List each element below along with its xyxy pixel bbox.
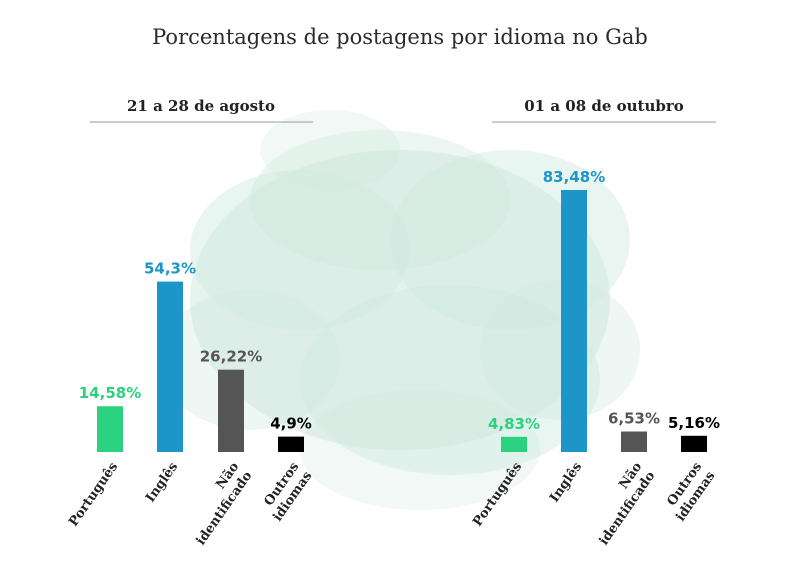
category-label: Português xyxy=(66,460,121,530)
value-label: 54,3% xyxy=(144,260,196,278)
bar-português xyxy=(501,436,527,452)
bar-inglês xyxy=(157,281,183,452)
splash-blob xyxy=(300,285,600,475)
value-label: 83,48% xyxy=(543,168,605,186)
chart-title: Porcentagens de postagens por idioma no … xyxy=(152,25,648,49)
splash-blob xyxy=(190,150,610,450)
panel-title: 21 a 28 de agosto xyxy=(127,97,275,115)
splash-blob xyxy=(260,110,400,190)
bar-não-identificado xyxy=(218,369,244,452)
category-label-line: Inglês xyxy=(143,460,181,506)
category-label-line: Inglês xyxy=(547,460,585,506)
bar-português xyxy=(97,406,123,452)
category-label: Outrosidiomas xyxy=(660,460,718,525)
background-splash xyxy=(160,110,640,510)
splash-blob xyxy=(160,290,340,430)
value-label: 26,22% xyxy=(200,348,262,366)
splash-blob xyxy=(250,130,510,270)
bar-inglês xyxy=(561,190,587,452)
splash-blob xyxy=(480,280,640,420)
category-label: Nãoidentificado xyxy=(584,459,659,548)
bar-outros-idiomas xyxy=(278,436,304,452)
category-label: Inglês xyxy=(143,460,181,506)
value-label: 4,83% xyxy=(488,415,540,433)
value-label: 4,9% xyxy=(270,415,312,433)
bar-outros-idiomas xyxy=(681,435,707,452)
category-label-line: Português xyxy=(66,460,121,530)
value-label: 6,53% xyxy=(608,410,660,428)
splash-blob xyxy=(300,390,540,510)
value-label: 14,58% xyxy=(79,384,141,402)
bar-não-identificado xyxy=(621,431,647,452)
category-label: Inglês xyxy=(547,460,585,506)
panel-title: 01 a 08 de outubro xyxy=(524,97,684,115)
splash-blob xyxy=(190,170,410,330)
value-label: 5,16% xyxy=(668,414,720,432)
category-label: Nãoidentificado xyxy=(181,459,256,548)
